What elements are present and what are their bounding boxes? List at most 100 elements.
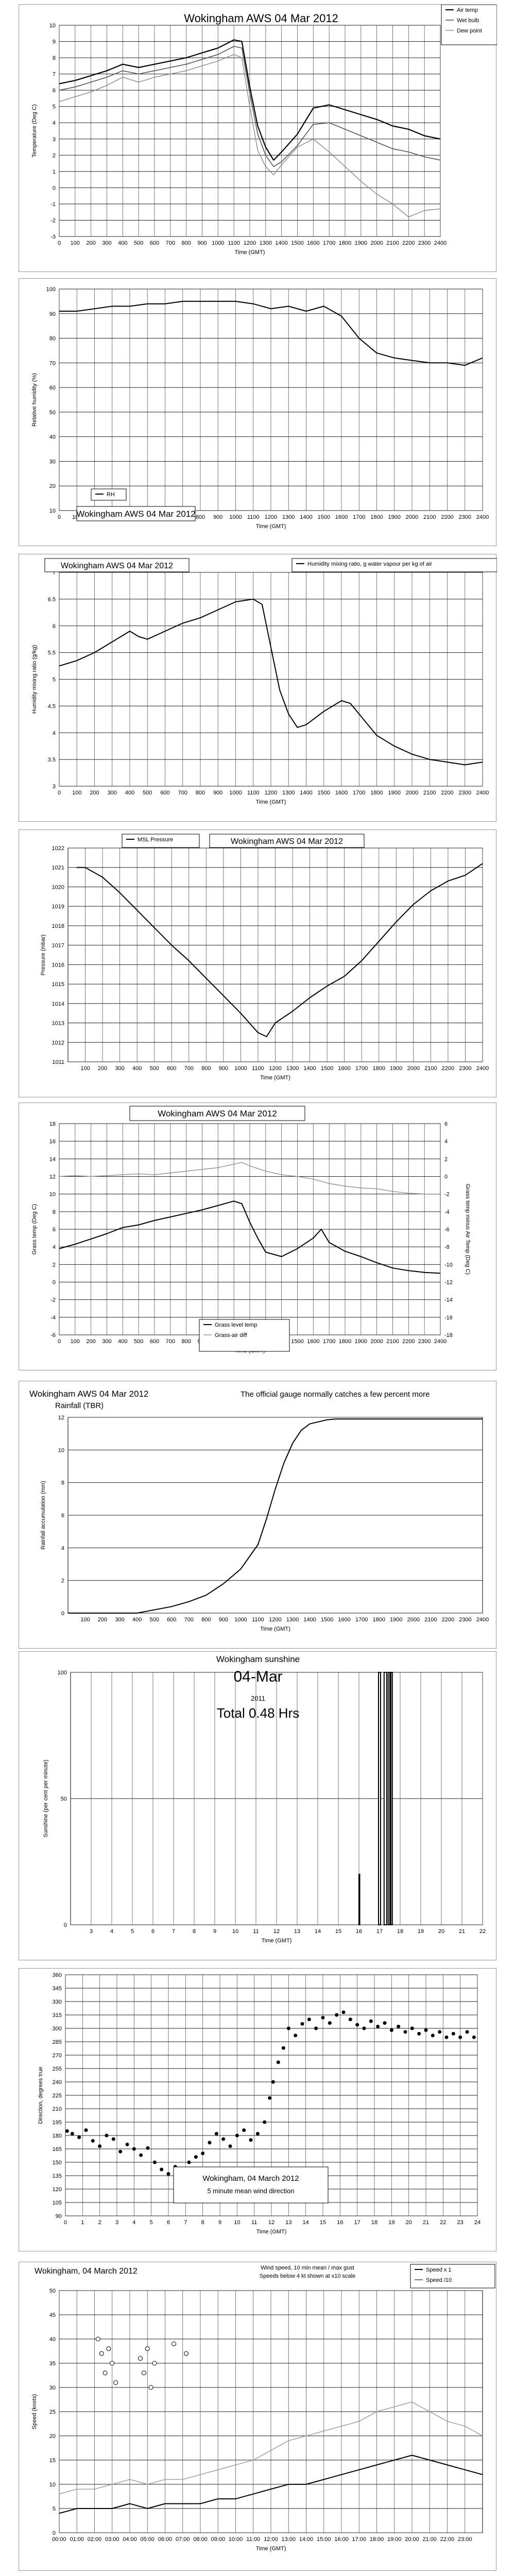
x-tick-label: 1900 <box>355 240 367 246</box>
chart-title: Wokingham, 04 March 2012 <box>202 2174 299 2183</box>
title-box <box>173 2166 329 2204</box>
wind-direction-point <box>118 2149 123 2154</box>
chart-year: 2011 <box>251 1694 265 1702</box>
wind-direction-point <box>335 2013 339 2017</box>
x-tick-label: 1600 <box>338 1617 350 1623</box>
y-tick-label: 6 <box>53 1227 56 1233</box>
x-tick-label: 14 <box>315 1928 321 1935</box>
x-tick-label: 9 <box>218 2219 221 2226</box>
x-tick-label: 21 <box>423 2219 429 2226</box>
x-tick-label: 100 <box>80 1617 90 1623</box>
x-tick-label: 16 <box>337 2219 343 2226</box>
y-tick-label: 0 <box>53 2530 56 2536</box>
x-tick-label: 3 <box>115 2219 118 2226</box>
wind-direction-point <box>249 2138 253 2142</box>
x-tick-label: 1800 <box>373 1065 385 1072</box>
x-tick-label: 1900 <box>388 790 401 796</box>
sunshine-bar <box>390 1672 393 1925</box>
x-tick-label: 2200 <box>442 1065 454 1072</box>
wind-direction-point <box>465 2030 469 2034</box>
x-tick-label: 700 <box>166 1338 175 1345</box>
mixing-ratio-line <box>59 598 483 766</box>
x-tick-label: 500 <box>134 240 143 246</box>
legend-label: Humidity mixing ratio, g water vapour pe… <box>307 561 432 567</box>
wind-direction-point <box>410 2026 414 2030</box>
x-tick-label: 0 <box>58 790 61 796</box>
wind-direction-point <box>139 2153 143 2157</box>
y-tick-label: 70 <box>49 360 56 366</box>
wind-speed-div10-point <box>148 2385 153 2390</box>
x-tick-label: 0 <box>58 240 61 246</box>
y-tick-label: 30 <box>49 459 56 465</box>
x-tick-label: 1100 <box>247 514 260 520</box>
wind-direction-chart-panel: 0 1 2 3 4 5 6 7 8 9 10 11 12 13 14 15 16 17 18 19 20 21 22 23 24… <box>19 1968 496 2251</box>
wind-direction-point <box>98 2144 102 2148</box>
x-tick-label: 100 <box>72 790 81 796</box>
wind-direction-point <box>451 2031 455 2036</box>
y2-tick-label: -8 <box>444 1244 450 1250</box>
y-tick-label: 35 <box>49 2361 56 2367</box>
x-tick-label: 11 <box>251 2219 257 2226</box>
x-tick-label: 14:00 <box>299 2536 314 2543</box>
legend-box <box>291 558 497 572</box>
x-tick-label: 800 <box>181 1338 191 1345</box>
y2-axis-label: Grass temp minus Air Temp (Deg C) <box>465 1184 471 1275</box>
x-tick-label: 22:00 <box>440 2536 455 2543</box>
x-tick-label: 700 <box>178 790 187 796</box>
x-tick-label: 900 <box>213 514 222 520</box>
temp-series-line <box>59 54 441 217</box>
y2-tick-label: -4 <box>444 1209 450 1215</box>
y-tick-label: 150 <box>53 2160 62 2166</box>
x-tick-label: 1800 <box>373 1617 385 1623</box>
temp-series-line <box>59 39 441 161</box>
x-tick-label: 1700 <box>353 514 365 520</box>
x-tick-label: 2 <box>98 2219 101 2226</box>
x-tick-label: 1400 <box>303 1617 316 1623</box>
wind-direction-point <box>286 2026 290 2030</box>
x-tick-label: 2000 <box>370 240 383 246</box>
x-tick-label: 600 <box>150 240 159 246</box>
x-tick-label: 2300 <box>418 240 431 246</box>
x-tick-label: 20 <box>406 2219 412 2226</box>
x-tick-label: 1600 <box>335 790 348 796</box>
chart-total: Total 0.48 Hrs <box>217 1705 299 1721</box>
x-axis-label: Time (GMT) <box>262 1938 292 1944</box>
x-tick-label: 19 <box>388 2219 394 2226</box>
legend-label: RH <box>107 492 115 498</box>
x-tick-label: 8 <box>201 2219 204 2226</box>
wind-direction-point <box>444 2035 449 2039</box>
y-tick-label: 2 <box>53 152 56 159</box>
grass-temp-line <box>59 1200 441 1274</box>
x-tick-label: 16 <box>356 1928 362 1935</box>
title-box <box>76 506 196 521</box>
y-tick-label: 195 <box>53 2120 62 2126</box>
x-tick-label: 1400 <box>303 1065 316 1072</box>
y-axis-label: Relative humidity (%) <box>31 373 38 427</box>
x-tick-label: 2400 <box>476 1065 489 1072</box>
x-axis-label: Time (GMT) <box>260 1075 290 1081</box>
x-tick-label: 4 <box>110 1928 113 1935</box>
wind-direction-point <box>91 2139 95 2143</box>
x-tick-label: 12:00 <box>264 2536 278 2543</box>
y-tick-label: 1020 <box>52 884 64 890</box>
x-tick-label: 22 <box>440 2219 446 2226</box>
wind-direction-point <box>341 2010 346 2014</box>
x-axis-label: Time (GMT) <box>256 799 286 805</box>
x-tick-label: 300 <box>102 240 111 246</box>
y-tick-label: 6.5 <box>48 597 56 603</box>
y-tick-label: 1012 <box>52 1040 64 1046</box>
x-tick-label: 14 <box>303 2219 309 2226</box>
x-tick-label: 1700 <box>323 240 335 246</box>
y-tick-label: 2 <box>61 1578 64 1584</box>
y-tick-label: 165 <box>53 2146 62 2153</box>
x-tick-label: 1200 <box>269 1065 281 1072</box>
x-tick-label: 1500 <box>318 514 330 520</box>
x-tick-label: 00:00 <box>52 2536 66 2543</box>
y-tick-label: 10 <box>49 1192 56 1198</box>
x-tick-label: 6 <box>151 1928 154 1935</box>
x-tick-label: 19:00 <box>387 2536 402 2543</box>
sunshine-bar <box>387 1672 390 1925</box>
x-tick-label: 1700 <box>353 790 365 796</box>
x-tick-label: 2000 <box>407 1617 420 1623</box>
y2-tick-label: -10 <box>444 1262 453 1268</box>
